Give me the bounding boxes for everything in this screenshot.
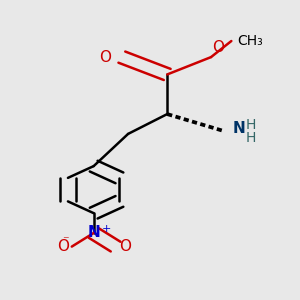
Text: N: N [87, 226, 100, 241]
Text: CH₃: CH₃ [238, 34, 263, 48]
Text: H: H [245, 118, 256, 132]
Text: O: O [119, 239, 131, 254]
Text: H: H [245, 130, 256, 145]
Text: N: N [233, 122, 246, 136]
Text: O: O [57, 239, 69, 254]
Text: ⁻: ⁻ [62, 234, 69, 247]
Text: O: O [213, 40, 225, 55]
Text: +: + [101, 224, 111, 234]
Text: O: O [99, 50, 111, 64]
